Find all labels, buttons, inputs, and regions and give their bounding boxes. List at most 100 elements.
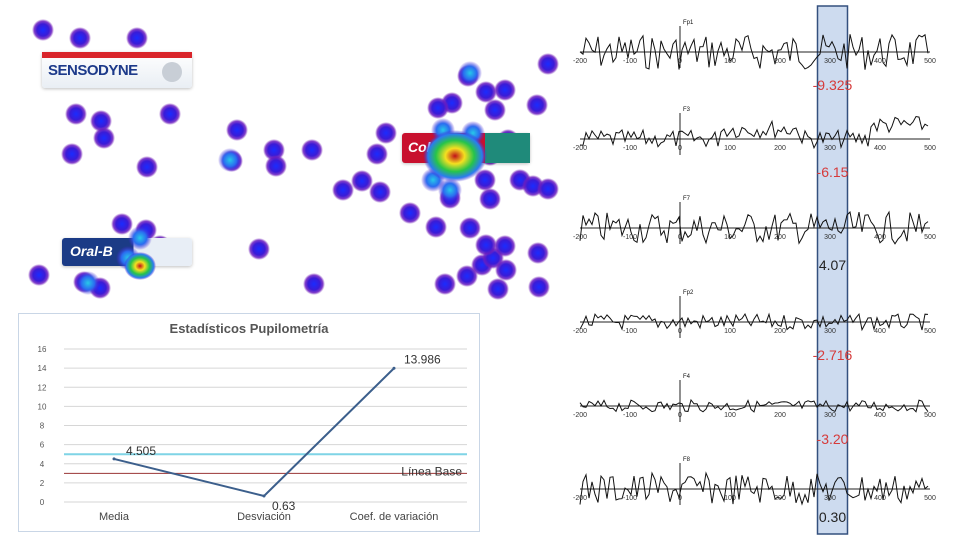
x-tick-label: 200 — [774, 495, 786, 502]
x-tick-label: 0 — [678, 495, 682, 502]
fixation-spot — [351, 170, 373, 192]
fixation-spot — [439, 187, 461, 209]
x-tick-label: 100 — [724, 328, 736, 335]
fixation-spot — [528, 276, 550, 298]
fixation-spot — [427, 97, 449, 119]
x-tick-label: 100 — [724, 495, 736, 502]
x-tick-label: 0 — [678, 234, 682, 241]
x-tick-label: 300 — [824, 145, 836, 152]
data-label: 0.63 — [272, 499, 296, 513]
x-tick-label: -100 — [623, 495, 637, 502]
eeg-channel: F7 -200 -100 0 100 200 300 400 500 4.07 — [573, 196, 936, 273]
x-tick-label: 0 — [678, 328, 682, 335]
eeg-trace — [579, 471, 929, 506]
x-tick-label: -100 — [623, 328, 637, 335]
channel-value: -2.716 — [813, 347, 853, 363]
x-tick-label: 400 — [874, 412, 886, 419]
fixation-spot — [484, 99, 506, 121]
baseline-label: Línea Base — [401, 464, 462, 478]
colgate-package: Colgate — [402, 133, 530, 163]
fixation-spot — [332, 179, 354, 201]
y-tick-label: 2 — [40, 479, 45, 488]
fixation-spot — [366, 143, 388, 165]
x-tick-label: 200 — [774, 234, 786, 241]
fixation-spot — [399, 202, 421, 224]
fixation-spot — [93, 127, 115, 149]
fixation-spot — [301, 139, 323, 161]
x-tick-label: 300 — [824, 234, 836, 241]
sensodyne-label: SENSODYNE — [48, 62, 138, 79]
x-tick-label: 400 — [874, 234, 886, 241]
y-tick-label: 8 — [40, 422, 45, 431]
fixation-spot — [479, 188, 501, 210]
x-tick-label: 0 — [678, 412, 682, 419]
data-point — [392, 366, 396, 370]
x-tick-label: Desviación — [237, 511, 291, 523]
gaze-heatmap: SENSODYNE Colgate Oral-B — [0, 0, 565, 300]
x-tick-label: 0 — [678, 145, 682, 152]
data-point — [262, 494, 266, 498]
channel-value: 0.30 — [819, 509, 846, 525]
x-tick-label: 400 — [874, 58, 886, 65]
y-tick-label: 4 — [40, 460, 45, 469]
x-tick-label: -100 — [623, 234, 637, 241]
channel-name: Fp2 — [683, 290, 694, 296]
sensodyne-package: SENSODYNE — [42, 52, 192, 88]
channel-value: 4.07 — [819, 257, 846, 273]
eeg-trace — [579, 312, 929, 332]
data-label: 4.505 — [126, 444, 156, 458]
fixation-spot — [425, 216, 447, 238]
x-tick-label: 100 — [724, 58, 736, 65]
x-tick-label: 0 — [678, 58, 682, 65]
x-tick-label: 400 — [874, 145, 886, 152]
x-tick-label: 100 — [724, 145, 736, 152]
fixation-spot — [457, 65, 479, 87]
fixation-spot — [90, 110, 112, 132]
x-tick-label: 500 — [924, 145, 936, 152]
y-tick-label: 12 — [38, 383, 47, 392]
x-tick-label: Coef. de variación — [350, 511, 439, 523]
fixation-spot — [89, 277, 111, 299]
x-tick-label: -100 — [623, 145, 637, 152]
fixation-spot — [221, 150, 243, 172]
fixation-spot — [126, 27, 148, 49]
x-tick-label: 100 — [724, 234, 736, 241]
channel-name: F7 — [683, 196, 691, 202]
x-tick-label: 400 — [874, 495, 886, 502]
eeg-channel: Fp1 -200 -100 0 100 200 300 400 500 -9.325 — [573, 20, 936, 93]
channel-value: -6.15 — [817, 164, 849, 180]
fixation-spot — [265, 155, 287, 177]
fixation-spot — [136, 156, 158, 178]
x-tick-label: 500 — [924, 234, 936, 241]
x-tick-label: 100 — [724, 412, 736, 419]
x-tick-label: Media — [99, 511, 130, 523]
x-tick-label: 300 — [824, 58, 836, 65]
channel-name: F4 — [683, 374, 691, 380]
fixation-spot — [526, 94, 548, 116]
fixation-spot — [248, 238, 270, 260]
chart-title: Estadísticos Pupilometría — [170, 321, 330, 336]
channel-value: -3.20 — [817, 431, 849, 447]
fixation-spot — [537, 53, 559, 75]
fixation-spot — [32, 19, 54, 41]
data-point — [112, 457, 116, 461]
x-tick-label: -200 — [573, 495, 587, 502]
x-tick-label: -200 — [573, 145, 587, 152]
eeg-channel: Fp2 -200 -100 0 100 200 300 400 500 -2.716 — [573, 290, 936, 363]
fixation-spot — [474, 169, 496, 191]
channel-value: -9.325 — [813, 77, 853, 93]
fixation-spot — [459, 217, 481, 239]
y-tick-label: 14 — [38, 364, 47, 373]
fixation-spot — [475, 81, 497, 103]
channel-name: F3 — [683, 107, 691, 113]
fixation-spot — [226, 119, 248, 141]
eeg-trace — [579, 398, 929, 413]
eeg-trace — [579, 115, 929, 150]
analysis-window — [816, 5, 849, 535]
eeg-channel: F3 -200 -100 0 100 200 300 400 500 -6.15 — [573, 107, 936, 180]
fixation-spot — [61, 143, 83, 165]
channel-name: Fp1 — [683, 20, 694, 26]
x-tick-label: 200 — [774, 58, 786, 65]
fixation-spot — [487, 278, 509, 300]
eeg-channels-panel: Fp1 -200 -100 0 100 200 300 400 500 -9.325 F3 -200 -… — [570, 0, 961, 537]
